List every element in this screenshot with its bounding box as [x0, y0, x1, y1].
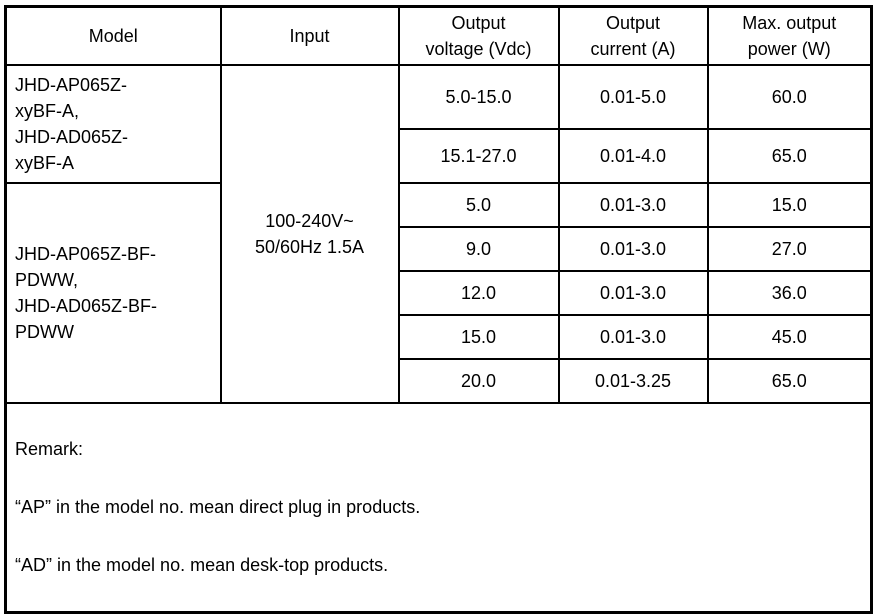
power-cell: 36.0	[706, 270, 873, 316]
current-cell: 0.01-4.0	[557, 128, 709, 184]
spec-row: 15.1-27.0 0.01-4.0 65.0	[6, 128, 873, 184]
input-value-cell: 100-240V~ 50/60Hz 1.5A	[219, 64, 400, 404]
spec-row: 9.0 0.01-3.0 27.0	[6, 226, 873, 272]
header-row: Model Input Output voltage (Vdc) Output …	[4, 5, 873, 66]
remark-row: Remark: “AP” in the model no. mean direc…	[4, 402, 873, 614]
spec-row: 12.0 0.01-3.0 36.0	[6, 270, 873, 316]
remark-cell: Remark: “AP” in the model no. mean direc…	[4, 402, 873, 614]
power-cell: 15.0	[706, 182, 873, 228]
current-cell: 0.01-3.0	[557, 226, 709, 272]
model-group-1: JHD-AP065Z- xyBF-A, JHD-AD065Z- xyBF-A	[4, 64, 222, 184]
header-current: Output current (A)	[557, 5, 709, 66]
remark-line-1: “AP” in the model no. mean direct plug i…	[15, 497, 421, 517]
page: Model Input Output voltage (Vdc) Output …	[4, 5, 873, 614]
spec-row: JHD-AP065Z- xyBF-A, JHD-AD065Z- xyBF-A 1…	[4, 64, 873, 404]
voltage-cell: 9.0	[397, 226, 560, 272]
power-cell: 27.0	[706, 226, 873, 272]
spec-row: 20.0 0.01-3.25 65.0	[6, 358, 873, 404]
current-cell: 0.01-3.0	[557, 314, 709, 360]
current-cell: 0.01-3.0	[557, 182, 709, 228]
model-group-2: JHD-AP065Z-BF- PDWW, JHD-AD065Z-BF- PDWW	[4, 182, 222, 404]
current-cell: 0.01-3.25	[557, 358, 709, 404]
power-spec-table: Model Input Output voltage (Vdc) Output …	[4, 5, 873, 614]
header-power: Max. output power (W)	[706, 5, 873, 66]
voltage-cell: 20.0	[397, 358, 560, 404]
header-input: Input	[219, 5, 400, 66]
spec-row: JHD-AP065Z-BF- PDWW, JHD-AD065Z-BF- PDWW…	[4, 182, 873, 404]
spec-row: 15.0 0.01-3.0 45.0	[6, 314, 873, 360]
power-cell: 65.0	[706, 128, 873, 184]
current-cell: 0.01-3.0	[557, 270, 709, 316]
current-cell: 0.01-5.0	[557, 64, 709, 130]
power-cell: 45.0	[706, 314, 873, 360]
power-cell: 65.0	[706, 358, 873, 404]
remark-title: Remark:	[15, 439, 84, 459]
voltage-cell: 5.0	[397, 182, 560, 228]
header-model: Model	[4, 5, 222, 66]
voltage-cell: 12.0	[397, 270, 560, 316]
remark-line-2: “AD” in the model no. mean desk-top prod…	[15, 555, 389, 575]
power-cell: 60.0	[706, 64, 873, 130]
voltage-cell: 15.0	[397, 314, 560, 360]
voltage-cell: 15.1-27.0	[397, 128, 560, 184]
header-voltage: Output voltage (Vdc)	[397, 5, 560, 66]
voltage-cell: 5.0-15.0	[397, 64, 560, 130]
